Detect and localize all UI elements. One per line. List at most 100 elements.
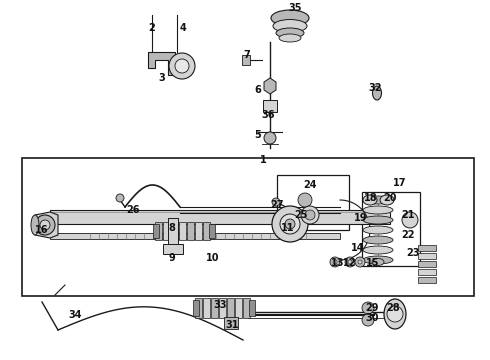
Text: 24: 24 (303, 180, 317, 190)
Circle shape (272, 198, 280, 206)
Ellipse shape (363, 246, 393, 254)
Bar (179, 222, 186, 240)
Bar (219, 298, 226, 318)
Text: 9: 9 (169, 253, 175, 263)
Text: 6: 6 (255, 85, 261, 95)
Circle shape (305, 210, 315, 220)
Circle shape (345, 257, 355, 267)
Text: 12: 12 (343, 258, 357, 268)
Circle shape (362, 314, 374, 326)
Bar (235, 298, 242, 318)
Text: 7: 7 (244, 50, 250, 60)
Ellipse shape (363, 195, 377, 205)
Circle shape (175, 59, 189, 73)
Polygon shape (264, 78, 276, 94)
Text: 10: 10 (206, 253, 220, 263)
Bar (362, 192, 420, 266)
Bar (171, 222, 178, 240)
Bar (163, 244, 183, 254)
Text: 30: 30 (365, 313, 379, 323)
Bar (249, 300, 255, 316)
Ellipse shape (31, 215, 39, 235)
Text: 4: 4 (180, 23, 186, 33)
Circle shape (264, 132, 276, 144)
Text: 1: 1 (260, 155, 267, 165)
Circle shape (387, 306, 403, 322)
Ellipse shape (279, 34, 301, 42)
Ellipse shape (363, 226, 393, 234)
Bar (263, 100, 277, 112)
Text: 11: 11 (281, 223, 295, 233)
Text: 31: 31 (225, 320, 239, 330)
Bar (418, 261, 436, 267)
Text: 8: 8 (169, 223, 175, 233)
Circle shape (301, 206, 319, 224)
Circle shape (355, 257, 365, 267)
Text: 2: 2 (148, 23, 155, 33)
Text: 25: 25 (294, 210, 308, 220)
Bar (242, 55, 250, 65)
Text: 22: 22 (401, 230, 415, 240)
Circle shape (348, 260, 352, 264)
Bar (155, 222, 162, 240)
Text: 3: 3 (159, 73, 166, 83)
Text: 14: 14 (351, 243, 365, 253)
Circle shape (280, 214, 300, 234)
Text: 18: 18 (364, 193, 378, 203)
Text: 29: 29 (365, 303, 379, 313)
Ellipse shape (384, 299, 406, 329)
Text: 13: 13 (331, 258, 345, 268)
Bar (168, 218, 178, 248)
Text: 36: 36 (261, 110, 275, 120)
Circle shape (272, 206, 308, 242)
Bar (209, 224, 215, 238)
Circle shape (330, 257, 340, 267)
Text: 32: 32 (368, 83, 382, 93)
Ellipse shape (372, 258, 384, 266)
Circle shape (362, 302, 374, 314)
Circle shape (298, 193, 312, 207)
Circle shape (40, 220, 50, 230)
Text: 26: 26 (126, 205, 140, 215)
Ellipse shape (273, 19, 307, 32)
Text: 23: 23 (406, 248, 420, 258)
Bar (227, 298, 234, 318)
Ellipse shape (271, 10, 309, 26)
Text: 19: 19 (354, 213, 368, 223)
Bar (243, 298, 250, 318)
Circle shape (358, 260, 362, 264)
Bar (418, 245, 436, 251)
Bar (418, 269, 436, 275)
Ellipse shape (380, 195, 394, 205)
Bar (195, 222, 202, 240)
Bar (224, 317, 238, 329)
Ellipse shape (363, 236, 393, 244)
Circle shape (402, 212, 418, 228)
Ellipse shape (276, 28, 304, 38)
Circle shape (116, 194, 124, 202)
Text: 20: 20 (383, 193, 397, 203)
Circle shape (169, 53, 195, 79)
Text: 5: 5 (255, 130, 261, 140)
Bar (187, 222, 194, 240)
Bar (203, 298, 210, 318)
Text: 16: 16 (35, 225, 49, 235)
Text: 17: 17 (393, 178, 407, 188)
Polygon shape (148, 52, 185, 75)
Circle shape (35, 215, 55, 235)
Text: 33: 33 (213, 300, 227, 310)
Text: 27: 27 (270, 200, 284, 210)
Bar (203, 222, 210, 240)
Text: 34: 34 (68, 310, 82, 320)
Ellipse shape (372, 86, 382, 100)
Ellipse shape (363, 206, 393, 214)
Bar (50, 233, 340, 239)
Ellipse shape (363, 216, 393, 224)
Text: 21: 21 (401, 210, 415, 220)
Bar (50, 210, 390, 224)
Polygon shape (35, 212, 58, 238)
Text: 28: 28 (386, 303, 400, 313)
Text: 15: 15 (366, 258, 380, 268)
Bar (418, 277, 436, 283)
Bar (193, 300, 199, 316)
